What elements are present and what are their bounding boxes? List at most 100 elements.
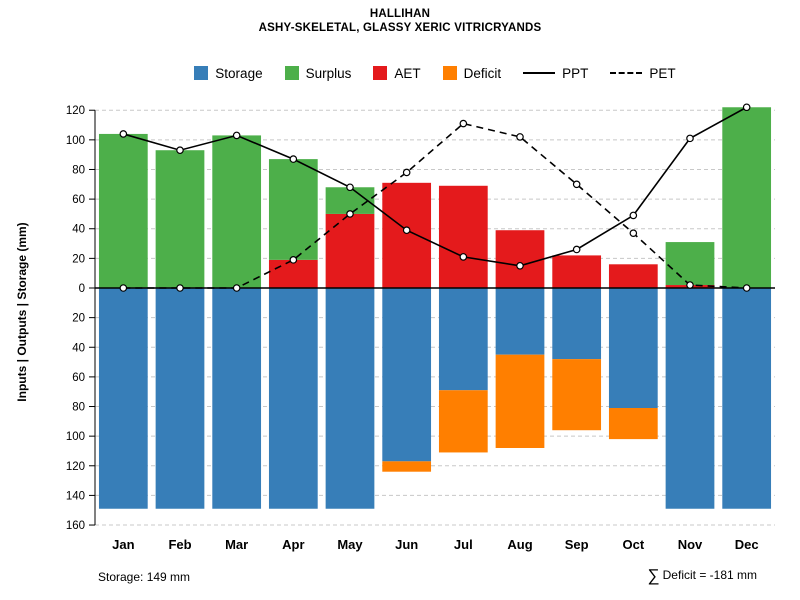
pet-point-oct xyxy=(629,229,638,237)
y-tick-label: 40 xyxy=(72,342,85,354)
y-tick-label: 80 xyxy=(72,402,85,414)
y-tick-label: 60 xyxy=(72,194,85,206)
ppt-point-jul xyxy=(459,253,468,261)
y-tick-label: 120 xyxy=(66,105,85,117)
deficit-annotation: ∑ Deficit = -181 mm xyxy=(648,566,757,586)
bar-deficit-sep xyxy=(552,359,602,431)
x-tick-label-jan: Jan xyxy=(112,537,134,552)
pet-point-jul xyxy=(459,119,468,128)
sigma-symbol: ∑ xyxy=(647,566,660,585)
chart-title: HALLIHAN xyxy=(369,8,431,20)
legend-label-storage: Storage xyxy=(215,65,263,81)
legend-item-pet: PET xyxy=(610,65,676,81)
storage-annotation: Storage: 149 mm xyxy=(98,570,191,584)
ppt-point-may xyxy=(346,183,354,192)
x-tick-label-jun: Jun xyxy=(395,537,418,552)
pet-point-nov xyxy=(686,281,694,289)
bar-surplus-dec xyxy=(722,107,772,288)
pet-point-may xyxy=(346,210,354,218)
bar-aet-jun xyxy=(382,182,432,288)
bar-storage-dec xyxy=(722,288,772,509)
pet-point-jun xyxy=(402,168,411,177)
ppt-point-oct xyxy=(629,211,638,220)
bar-deficit-jun xyxy=(382,461,432,472)
x-tick-label-jul: Jul xyxy=(454,537,473,552)
pet-point-aug xyxy=(516,133,524,141)
ppt-point-aug xyxy=(516,261,524,270)
bar-aet-apr xyxy=(268,259,318,288)
bar-surplus-jan xyxy=(98,133,148,288)
bar-storage-oct xyxy=(608,288,658,408)
y-tick-label: 0 xyxy=(79,283,85,295)
y-tick-label: 20 xyxy=(72,253,85,265)
x-tick-label-oct: Oct xyxy=(622,537,644,552)
legend-item-aet: AET xyxy=(373,65,421,81)
y-tick-label: 40 xyxy=(72,224,85,236)
x-tick-label-feb: Feb xyxy=(168,537,191,552)
legend-label-surplus: Surplus xyxy=(305,65,352,81)
x-tick-label-mar: Mar xyxy=(225,537,248,552)
bar-surplus-nov xyxy=(665,242,715,286)
ppt-point-jun xyxy=(402,226,411,235)
x-tick-label-apr: Apr xyxy=(282,537,304,552)
pet-point-apr xyxy=(289,256,298,264)
y-tick-label: 120 xyxy=(66,461,85,473)
chart-subtitle: ASHY-SKELETAL, GLASSY XERIC VITRICRYANDS xyxy=(258,22,542,34)
bar-aet-aug xyxy=(495,230,545,288)
y-tick-label: 100 xyxy=(66,135,85,147)
bar-aet-oct xyxy=(608,264,658,288)
bar-surplus-feb xyxy=(155,150,205,288)
pet-point-dec xyxy=(742,284,751,292)
ppt-point-sep xyxy=(572,245,581,254)
legend-label-ppt: PPT xyxy=(562,65,589,81)
pet-point-feb xyxy=(176,284,184,292)
y-tick-label: 160 xyxy=(66,520,85,532)
y-tick-label: 20 xyxy=(72,313,85,325)
bar-storage-sep xyxy=(552,288,602,360)
x-tick-label-aug: Aug xyxy=(507,537,532,552)
ppt-point-apr xyxy=(289,155,298,163)
legend-label-aet: AET xyxy=(394,65,421,81)
bar-surplus-mar xyxy=(212,135,262,288)
ppt-point-jan xyxy=(119,130,128,138)
bar-storage-nov xyxy=(665,288,715,509)
y-tick-label: 80 xyxy=(72,164,85,176)
legend-item-deficit: Deficit xyxy=(442,65,502,81)
ppt-line-sample xyxy=(523,72,556,74)
deficit-annotation-text: Deficit = -181 mm xyxy=(662,568,757,582)
pet-point-sep xyxy=(572,180,581,189)
bar-deficit-oct xyxy=(608,408,658,440)
bar-aet-jul xyxy=(438,185,488,288)
y-tick-label: 100 xyxy=(66,431,85,443)
legend-item-ppt: PPT xyxy=(523,66,588,81)
legend-item-surplus: Surplus xyxy=(284,65,352,81)
bar-storage-jul xyxy=(438,288,488,391)
bar-storage-apr xyxy=(268,288,318,509)
legend-label-pet: PET xyxy=(649,65,676,81)
legend-label-deficit: Deficit xyxy=(463,65,502,81)
pet-point-mar xyxy=(232,284,241,292)
surplus-swatch xyxy=(284,66,299,80)
bar-storage-jun xyxy=(382,288,432,462)
bar-storage-may xyxy=(325,288,375,509)
bar-aet-sep xyxy=(552,255,602,288)
ppt-point-mar xyxy=(232,131,241,140)
bar-aet-may xyxy=(325,213,375,288)
aet-swatch xyxy=(373,66,388,80)
x-tick-label-may: May xyxy=(337,537,363,552)
chart-legend: Storage Surplus AET Deficit PPT PET xyxy=(95,64,775,82)
ppt-point-feb xyxy=(176,146,184,155)
y-tick-label: 60 xyxy=(72,372,85,384)
bar-storage-mar xyxy=(212,288,262,509)
ppt-line xyxy=(123,106,748,267)
bar-deficit-aug xyxy=(495,354,545,448)
bar-surplus-may xyxy=(325,187,375,214)
ppt-point-nov xyxy=(686,134,694,143)
pet-line xyxy=(123,122,747,289)
pet-line-sample xyxy=(610,72,643,74)
x-tick-label-sep: Sep xyxy=(565,537,589,552)
bar-storage-aug xyxy=(495,288,545,355)
ppt-point-dec xyxy=(742,103,751,112)
